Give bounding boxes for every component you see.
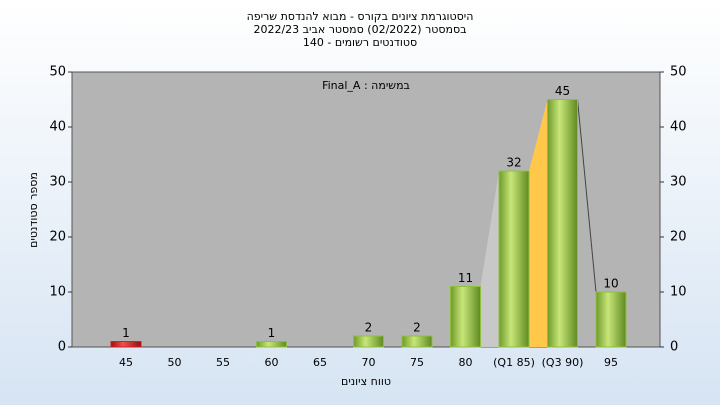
- quartile-band: [529, 99, 548, 347]
- x-tick-label: 95: [604, 356, 618, 369]
- y2-tick-label: 20: [670, 230, 687, 245]
- chart-title: היסטוגרמת ציונים בקורס - מבוא להנדסת שרי…: [247, 10, 474, 23]
- y2-tick-label: 10: [670, 285, 687, 300]
- data-label: 2: [413, 321, 421, 335]
- y2-tick-label: 40: [670, 120, 687, 135]
- x-tick-label: 70: [362, 356, 376, 369]
- data-label: 2: [365, 321, 373, 335]
- x-tick-label: (Q3 90): [542, 356, 584, 369]
- data-label: 32: [506, 156, 521, 170]
- y2-tick-label: 50: [670, 65, 687, 80]
- y-tick-label: 10: [49, 285, 66, 300]
- y2-tick-label: 30: [670, 175, 687, 190]
- data-label: 11: [458, 271, 473, 285]
- bar: [547, 99, 578, 348]
- x-tick-label: 65: [313, 356, 327, 369]
- trend-line: [577, 99, 597, 293]
- y-tick-label: 30: [49, 175, 66, 190]
- chart-subtitle: בסמסטר (02/2022) סמסטר אביב 2022/23: [253, 23, 466, 36]
- annotation: Final_A : במשימה: [322, 79, 410, 92]
- bar: [498, 170, 530, 348]
- y-tick-label: 50: [49, 65, 66, 80]
- chart-subtitle: סטודנטים רשומים - 140: [303, 36, 417, 49]
- bar: [401, 335, 433, 348]
- x-tick-label: 80: [459, 356, 473, 369]
- bar: [353, 335, 384, 348]
- x-tick-label: 45: [119, 356, 133, 369]
- data-label: 10: [603, 277, 618, 291]
- bar: [595, 291, 627, 348]
- data-label: 45: [555, 84, 570, 98]
- bar: [110, 341, 142, 348]
- data-label: 1: [122, 326, 130, 340]
- y-tick-label: 0: [58, 340, 66, 355]
- x-tick-label: 55: [216, 356, 230, 369]
- x-tick-label: 75: [410, 356, 424, 369]
- bar: [256, 341, 287, 348]
- x-axis-label: טווח ציונים: [341, 375, 391, 388]
- y2-tick-label: 0: [670, 340, 678, 355]
- quartile-band: [480, 171, 499, 347]
- y-tick-label: 40: [49, 120, 66, 135]
- y-tick-label: 20: [49, 230, 66, 245]
- x-tick-label: (Q1 85): [493, 356, 535, 369]
- y-axis-label: מספר סטודנטים: [27, 172, 40, 248]
- x-tick-label: 50: [168, 356, 182, 369]
- bar: [450, 286, 481, 348]
- data-label: 1: [268, 326, 276, 340]
- x-tick-label: 60: [265, 356, 279, 369]
